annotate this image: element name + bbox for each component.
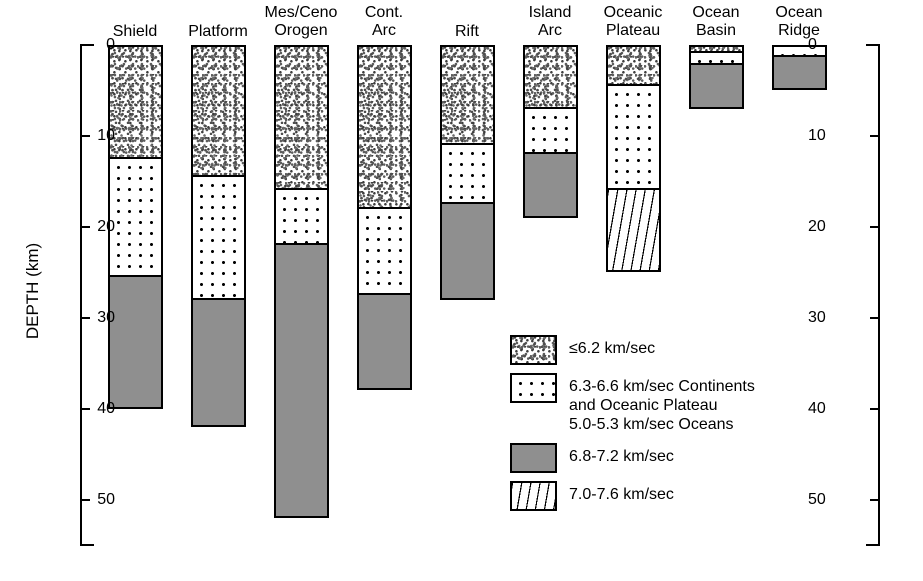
bar-segment (274, 45, 329, 190)
bar-column (440, 45, 495, 145)
bar-segment (772, 57, 827, 91)
tick-label-left: 0 (85, 36, 115, 54)
bar-column (357, 45, 412, 209)
tick-label-right: 30 (808, 309, 838, 327)
bar-segment (606, 45, 661, 86)
bar-column (689, 45, 744, 53)
axis-left (80, 45, 82, 545)
depth-chart: DEPTH (km) ShieldPlatformMes/CenoOrogenC… (0, 0, 923, 581)
bar-column (191, 45, 246, 177)
tick-mark (870, 317, 880, 319)
legend-text: 7.0-7.6 km/sec (569, 481, 674, 504)
bar-segment (440, 145, 495, 204)
tick-label-left: 30 (85, 309, 115, 327)
bar-segment (191, 177, 246, 300)
bar-segment (606, 190, 661, 272)
axis-cap (866, 544, 880, 546)
bar-column (108, 45, 163, 159)
bar-segment (523, 109, 578, 154)
legend-item: ≤6.2 km/sec (510, 335, 755, 365)
tick-label-left: 10 (85, 127, 115, 145)
bar-column (274, 45, 329, 190)
bar-segment (108, 45, 163, 159)
bar-column (606, 45, 661, 86)
bar-segment (108, 277, 163, 409)
tick-mark (870, 44, 880, 46)
tick-label-left: 50 (85, 491, 115, 509)
bar-segment (274, 245, 329, 518)
legend-text: 6.8-7.2 km/sec (569, 443, 674, 466)
bar-segment (108, 159, 163, 277)
tick-label-right: 50 (808, 491, 838, 509)
tick-label-right: 0 (808, 36, 838, 54)
bar-segment (191, 45, 246, 177)
bar-segment (274, 190, 329, 245)
y-axis-label: DEPTH (km) (23, 242, 43, 338)
legend-text: 6.3-6.6 km/sec Continents and Oceanic Pl… (569, 373, 755, 435)
legend-text: ≤6.2 km/sec (569, 335, 655, 358)
legend: ≤6.2 km/sec 6.3-6.6 km/sec Continents and… (510, 335, 755, 519)
legend-swatch (510, 335, 557, 365)
tick-mark (870, 226, 880, 228)
legend-swatch (510, 443, 557, 473)
bar-segment (606, 86, 661, 191)
legend-item: 6.3-6.6 km/sec Continents and Oceanic Pl… (510, 373, 755, 435)
bar-segment (440, 204, 495, 299)
legend-swatch (510, 373, 557, 403)
axis-cap (80, 544, 94, 546)
tick-label-left: 40 (85, 400, 115, 418)
tick-label-right: 20 (808, 218, 838, 236)
bar-segment (357, 45, 412, 209)
bar-segment (357, 295, 412, 390)
bar-segment (191, 300, 246, 427)
bar-segment (440, 45, 495, 145)
bar-segment (523, 45, 578, 109)
bar-segment (523, 154, 578, 218)
bar-column (523, 45, 578, 109)
tick-label-right: 40 (808, 400, 838, 418)
tick-label-left: 20 (85, 218, 115, 236)
tick-mark (870, 499, 880, 501)
bar-segment (689, 45, 744, 53)
legend-item: 7.0-7.6 km/sec (510, 481, 755, 511)
tick-mark (870, 408, 880, 410)
legend-item: 6.8-7.2 km/sec (510, 443, 755, 473)
plot-area: ≤6.2 km/sec 6.3-6.6 km/sec Continents and… (80, 45, 880, 545)
bar-segment (689, 65, 744, 109)
bar-segment (689, 53, 744, 65)
legend-swatch (510, 481, 557, 511)
axis-right (878, 45, 880, 545)
bar-segment (357, 209, 412, 295)
tick-mark (870, 135, 880, 137)
tick-label-right: 10 (808, 127, 838, 145)
